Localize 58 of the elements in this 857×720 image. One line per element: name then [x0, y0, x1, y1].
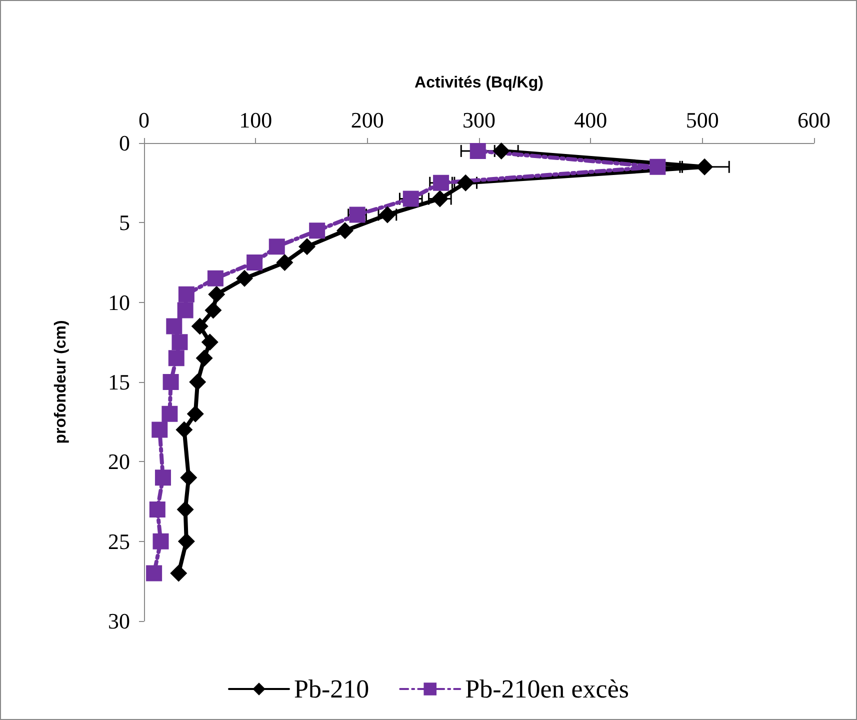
point [336, 222, 354, 240]
point [162, 374, 179, 390]
point [168, 350, 184, 366]
x-tick-label: 400 [574, 108, 608, 132]
point [191, 318, 208, 335]
point [433, 174, 450, 191]
x-tick-label: 500 [686, 108, 719, 132]
x-tick-label: 300 [462, 108, 496, 132]
point [696, 158, 714, 176]
y-tick-label: 15 [108, 370, 130, 394]
point [162, 406, 178, 422]
y-tick-label: 0 [119, 130, 130, 156]
y-tick-label: 5 [119, 210, 130, 236]
x-axis-title: Activités (Bq/Kg) [414, 74, 544, 92]
y-tick-label: 25 [108, 528, 130, 554]
point [236, 270, 253, 287]
legend-label: Pb-210 [294, 674, 370, 704]
point [492, 142, 510, 160]
point [309, 222, 326, 239]
y-tick-label: 20 [108, 449, 130, 474]
point [178, 286, 194, 302]
x-tick-label: 0 [138, 108, 150, 132]
point [204, 302, 222, 319]
point [149, 501, 166, 518]
legend-label: Pb-210en excès [465, 674, 630, 704]
point [470, 142, 486, 159]
point [268, 238, 285, 255]
point [172, 334, 188, 350]
point [146, 565, 162, 582]
y-tick-label: 10 [108, 290, 130, 315]
x-tick-label: 200 [350, 108, 384, 132]
y-tick-label: 30 [108, 608, 130, 634]
point [178, 532, 195, 550]
point [201, 334, 218, 351]
point [402, 190, 419, 207]
y-axis-title: profondeur (cm) [52, 320, 70, 444]
point [189, 374, 206, 390]
point [186, 405, 204, 422]
point [166, 318, 182, 334]
point [457, 174, 474, 192]
point [152, 533, 169, 550]
point [246, 254, 263, 270]
point [196, 350, 213, 367]
x-tick-label: 100 [239, 108, 272, 132]
point [180, 469, 198, 486]
point [152, 422, 168, 438]
point [170, 564, 188, 582]
point [208, 286, 226, 303]
x-tick-label: 600 [798, 108, 830, 132]
point [276, 254, 294, 271]
point [207, 270, 224, 286]
point [650, 158, 666, 175]
point [431, 190, 448, 208]
point [176, 500, 194, 518]
point [177, 302, 194, 318]
point [154, 470, 171, 486]
point [298, 238, 316, 256]
point [176, 421, 193, 438]
